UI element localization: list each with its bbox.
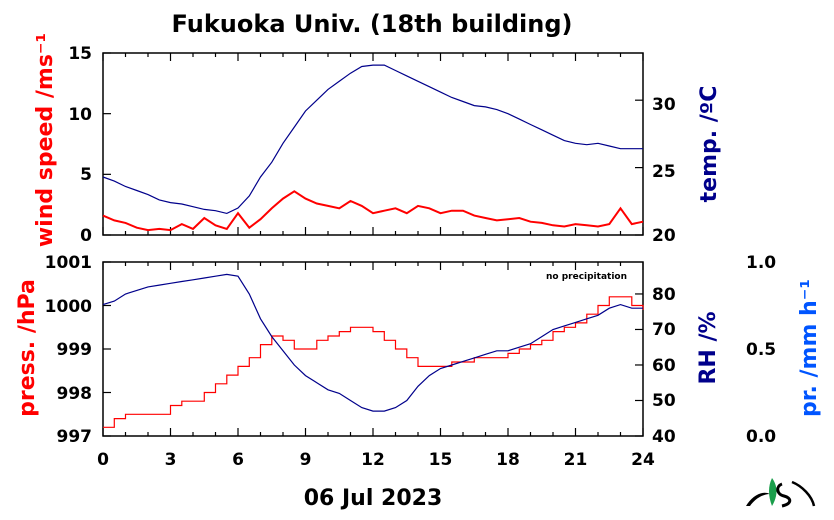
top-minor-ticks bbox=[102, 52, 644, 236]
precipitation-ticks: 0.0 0.5 1.0 bbox=[746, 253, 776, 447]
date-label: 06 Jul 2023 bbox=[304, 486, 443, 511]
bottom-left-ticks: 997 998 999 1000 1001 bbox=[45, 253, 92, 447]
top-right-ticks: 20 25 30 bbox=[652, 95, 676, 246]
tick-label: 9 bbox=[300, 450, 312, 470]
tick-label: 60 bbox=[652, 356, 676, 376]
humidity-axis-label: RH /% bbox=[696, 311, 721, 384]
tick-label: 30 bbox=[652, 95, 676, 115]
tick-label: 15 bbox=[429, 450, 453, 470]
temperature-axis-label: temp. /ºC bbox=[697, 86, 722, 203]
tick-label: 21 bbox=[564, 450, 588, 470]
tick-label: 999 bbox=[57, 340, 93, 360]
x-axis-ticks: 0 3 6 9 12 15 18 21 24 bbox=[97, 450, 655, 470]
tick-label: 1.0 bbox=[746, 253, 776, 273]
tick-label: 70 bbox=[652, 320, 676, 340]
tick-label: 1001 bbox=[45, 253, 92, 273]
top-left-series-line bbox=[102, 190, 644, 232]
tick-label: 15 bbox=[68, 44, 92, 64]
tick-label: 1000 bbox=[45, 297, 92, 317]
top-series bbox=[102, 64, 644, 232]
tick-label: 20 bbox=[652, 226, 676, 246]
tick-label: 18 bbox=[496, 450, 520, 470]
tick-label: 998 bbox=[57, 384, 93, 404]
tick-label: 25 bbox=[652, 162, 676, 182]
tick-label: 10 bbox=[68, 105, 92, 125]
tick-label: 12 bbox=[361, 450, 385, 470]
wind-speed-axis-label: wind speed /ms⁻¹ bbox=[33, 33, 58, 247]
precipitation-axis-label: pr. /mm h⁻¹ bbox=[797, 279, 822, 417]
tick-label: 6 bbox=[232, 450, 244, 470]
bottom-right-ticks: 40 50 60 70 80 bbox=[652, 285, 676, 447]
precipitation-note: no precipitation bbox=[546, 272, 627, 282]
chart-title: Fukuoka Univ. (18th building) bbox=[172, 10, 573, 38]
top-panel: 0 5 10 15 20 25 30 wind speed /ms⁻¹ temp… bbox=[33, 33, 722, 247]
tick-label: 0 bbox=[97, 450, 109, 470]
tick-label: 0.0 bbox=[746, 427, 776, 447]
tick-label: 40 bbox=[652, 427, 676, 447]
bottom-panel: no precipitation 997 998 999 1000 1001 4… bbox=[15, 253, 822, 447]
tick-label: 24 bbox=[631, 450, 655, 470]
top-plot-frame bbox=[102, 52, 644, 236]
tick-label: 0 bbox=[80, 226, 92, 246]
top-right-series-line bbox=[102, 64, 643, 215]
bottom-left-series-line bbox=[103, 296, 644, 428]
bottom-series bbox=[102, 273, 644, 428]
tick-label: 5 bbox=[80, 165, 92, 185]
bottom-plot-frame bbox=[102, 261, 644, 437]
tick-label: 50 bbox=[652, 391, 676, 411]
tick-label: 3 bbox=[165, 450, 177, 470]
pressure-axis-label: press. /hPa bbox=[15, 279, 40, 417]
tick-label: 997 bbox=[57, 427, 93, 447]
tick-label: 0.5 bbox=[746, 340, 776, 360]
bottom-right-series-line bbox=[102, 273, 643, 412]
tick-label: 80 bbox=[652, 285, 676, 305]
top-left-ticks: 0 5 10 15 bbox=[68, 44, 92, 246]
bottom-minor-ticks bbox=[102, 261, 644, 437]
institution-logo bbox=[746, 478, 816, 508]
